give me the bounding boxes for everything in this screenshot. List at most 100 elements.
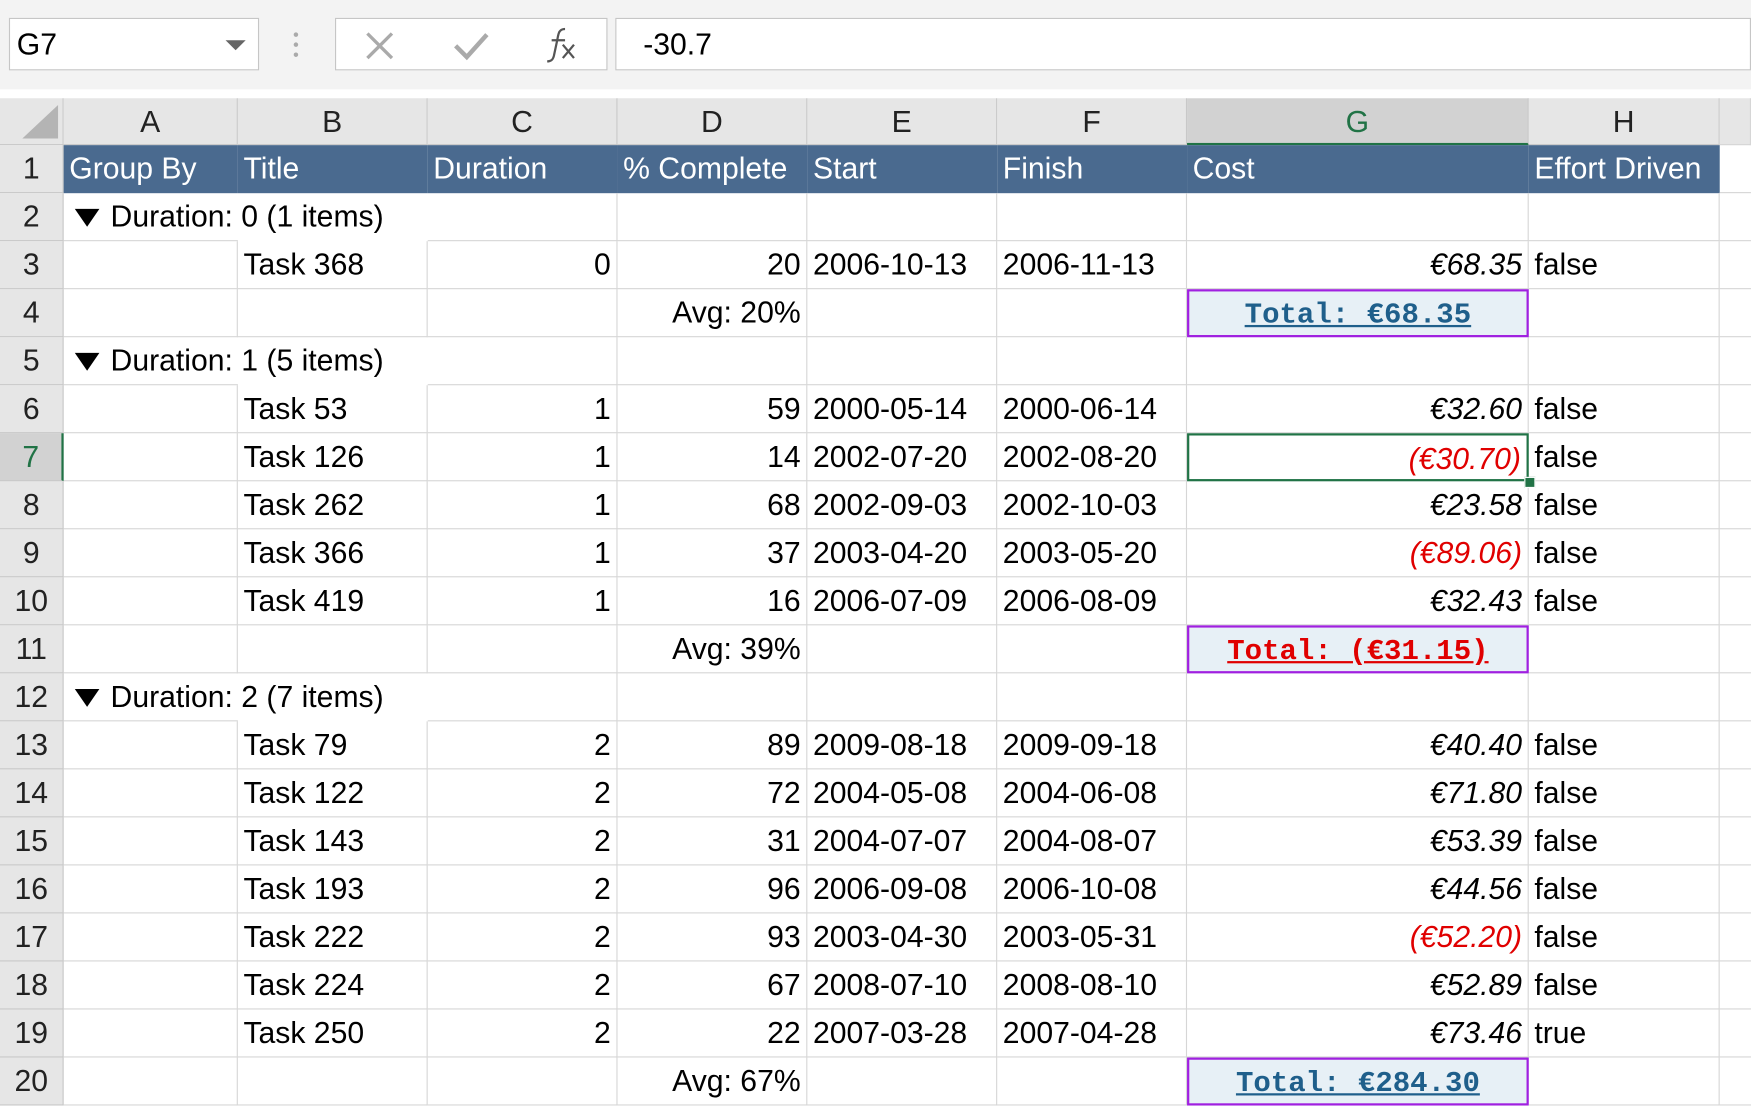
- cell[interactable]: 2009-09-18: [997, 721, 1188, 770]
- cell[interactable]: [63, 817, 238, 866]
- cost-cell[interactable]: €44.56: [1187, 865, 1529, 914]
- cell[interactable]: 2004-05-08: [807, 769, 998, 818]
- total-cell[interactable]: Total: (€31.15): [1187, 625, 1529, 674]
- cell[interactable]: [807, 1057, 998, 1106]
- cell[interactable]: [617, 673, 808, 722]
- cell[interactable]: false: [1528, 865, 1720, 914]
- cell[interactable]: 2004-07-07: [807, 817, 998, 866]
- cell[interactable]: [807, 289, 998, 338]
- cell[interactable]: 2003-05-31: [997, 913, 1188, 962]
- cell[interactable]: 14: [617, 433, 808, 482]
- cell[interactable]: Task 126: [237, 433, 428, 482]
- dropdown-arrow[interactable]: [223, 38, 248, 51]
- cell[interactable]: 1: [427, 433, 618, 482]
- cell[interactable]: [1528, 673, 1720, 722]
- cell[interactable]: [1528, 193, 1720, 242]
- cell[interactable]: Task 419: [237, 577, 428, 626]
- row-header[interactable]: 14: [0, 769, 64, 818]
- cell[interactable]: 2: [427, 721, 618, 770]
- cost-cell[interactable]: €68.35: [1187, 241, 1529, 290]
- cell[interactable]: false: [1528, 769, 1720, 818]
- row-header[interactable]: 17: [0, 913, 64, 962]
- cell[interactable]: 2: [427, 865, 618, 914]
- formula-input[interactable]: -30.7: [615, 17, 1751, 71]
- row-header[interactable]: 13: [0, 721, 64, 770]
- cell[interactable]: 1: [427, 577, 618, 626]
- cell[interactable]: [427, 1057, 618, 1106]
- column-header[interactable]: C: [427, 98, 618, 146]
- cell[interactable]: false: [1528, 481, 1720, 530]
- cell[interactable]: [63, 241, 238, 290]
- row-header[interactable]: 15: [0, 817, 64, 866]
- cell[interactable]: [997, 289, 1188, 338]
- row-header[interactable]: 10: [0, 577, 64, 626]
- cell[interactable]: 2002-09-03: [807, 481, 998, 530]
- function-button[interactable]: [543, 25, 583, 65]
- group-cell[interactable]: Duration: 1 (5 items): [63, 337, 384, 386]
- cell[interactable]: Task 122: [237, 769, 428, 818]
- cell[interactable]: [1528, 625, 1720, 674]
- row-header[interactable]: 12: [0, 673, 64, 722]
- cell[interactable]: 96: [617, 865, 808, 914]
- cost-cell[interactable]: (€30.70): [1187, 433, 1529, 482]
- cell[interactable]: [63, 577, 238, 626]
- cell[interactable]: [427, 337, 618, 386]
- cell[interactable]: true: [1528, 1009, 1720, 1058]
- column-header[interactable]: D: [617, 98, 808, 146]
- cell[interactable]: 31: [617, 817, 808, 866]
- collapse-toggle[interactable]: [74, 689, 100, 707]
- cell[interactable]: 37: [617, 529, 808, 578]
- cell[interactable]: 2006-09-08: [807, 865, 998, 914]
- cell[interactable]: 2002-10-03: [997, 481, 1188, 530]
- cell[interactable]: false: [1528, 961, 1720, 1010]
- cell[interactable]: 2003-04-20: [807, 529, 998, 578]
- name-box[interactable]: G7: [8, 17, 260, 71]
- row-header[interactable]: 6: [0, 385, 64, 434]
- cell[interactable]: [63, 961, 238, 1010]
- cell[interactable]: [807, 193, 998, 242]
- cell[interactable]: [427, 289, 618, 338]
- cell[interactable]: 72: [617, 769, 808, 818]
- header-cell[interactable]: Start: [807, 145, 998, 194]
- cell[interactable]: false: [1528, 433, 1720, 482]
- cell[interactable]: [63, 913, 238, 962]
- cell[interactable]: [617, 337, 808, 386]
- cell[interactable]: [63, 625, 238, 674]
- cell[interactable]: 2006-10-08: [997, 865, 1188, 914]
- cell[interactable]: false: [1528, 577, 1720, 626]
- cell[interactable]: [807, 625, 998, 674]
- column-header[interactable]: H: [1528, 98, 1720, 146]
- cell[interactable]: Task 250: [237, 1009, 428, 1058]
- cell[interactable]: 2: [427, 769, 618, 818]
- header-cell[interactable]: Cost: [1187, 145, 1529, 194]
- column-header[interactable]: A: [63, 98, 238, 146]
- cell[interactable]: [807, 673, 998, 722]
- cell[interactable]: Avg: 20%: [617, 289, 808, 338]
- cell[interactable]: 2: [427, 1009, 618, 1058]
- row-header[interactable]: 11: [0, 625, 64, 674]
- cost-cell[interactable]: (€89.06): [1187, 529, 1529, 578]
- cell[interactable]: [63, 529, 238, 578]
- cell[interactable]: 2: [427, 817, 618, 866]
- cell[interactable]: [63, 385, 238, 434]
- header-cell[interactable]: Finish: [997, 145, 1188, 194]
- row-header[interactable]: 3: [0, 241, 64, 290]
- cell[interactable]: 2003-04-30: [807, 913, 998, 962]
- cost-cell[interactable]: €32.60: [1187, 385, 1529, 434]
- enter-button[interactable]: [452, 29, 490, 63]
- cost-cell[interactable]: (€52.20): [1187, 913, 1529, 962]
- cell[interactable]: [237, 1057, 428, 1106]
- header-cell[interactable]: Duration: [427, 145, 618, 194]
- cost-cell[interactable]: €52.89: [1187, 961, 1529, 1010]
- cell[interactable]: Avg: 67%: [617, 1057, 808, 1106]
- cell[interactable]: [1528, 289, 1720, 338]
- cell[interactable]: 2006-10-13: [807, 241, 998, 290]
- cell[interactable]: [807, 337, 998, 386]
- cell[interactable]: Task 224: [237, 961, 428, 1010]
- cell[interactable]: 89: [617, 721, 808, 770]
- row-header[interactable]: 9: [0, 529, 64, 578]
- cost-cell[interactable]: €53.39: [1187, 817, 1529, 866]
- cell[interactable]: 93: [617, 913, 808, 962]
- cell[interactable]: 2004-08-07: [997, 817, 1188, 866]
- cost-cell[interactable]: [1187, 337, 1529, 386]
